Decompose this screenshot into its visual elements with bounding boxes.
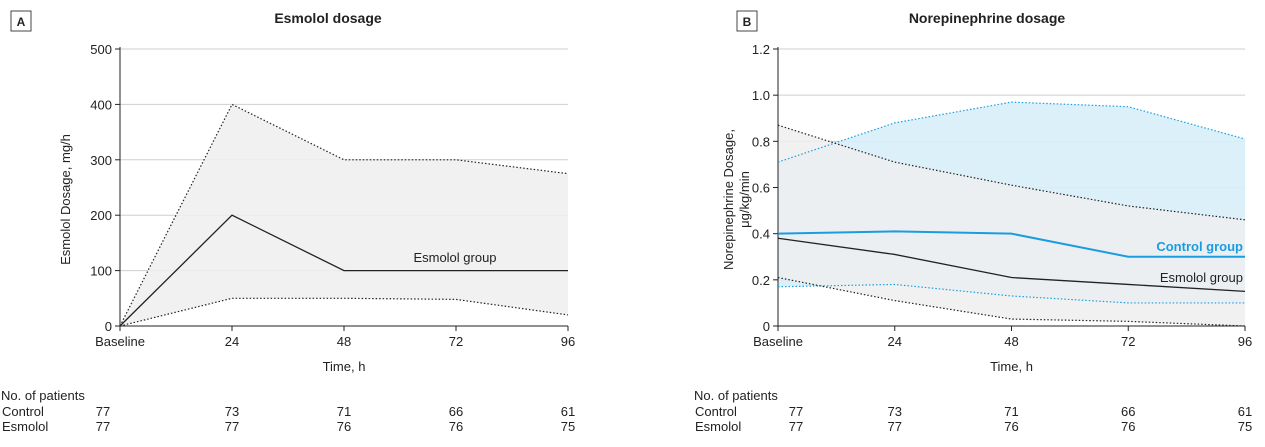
x-axis-label: Time, h [323, 359, 366, 374]
esmolol-group-upper-bound [119, 103, 569, 327]
panel-letter: A [17, 15, 26, 29]
y-tick-label: 500 [90, 42, 112, 57]
patients-count: 77 [888, 419, 902, 434]
esmolol-group-median-line [119, 214, 568, 327]
x-tick-label: Baseline [753, 334, 803, 349]
patients-count: 71 [1004, 404, 1018, 419]
y-tick-label: 0 [763, 319, 770, 334]
chart-title: Norepinephrine dosage [909, 10, 1066, 26]
panel-b: B Norepinephrine dosage 0 0.2 0.4 0.6 0.8 1.0 1.… [694, 10, 1252, 434]
patients-count: 71 [337, 404, 351, 419]
y-tick-label: 400 [90, 97, 112, 112]
patients-row-label: Control [2, 404, 44, 419]
x-tick-label: 48 [337, 334, 351, 349]
y-tick-label: 1.0 [752, 88, 770, 103]
x-tick-label: 72 [449, 334, 463, 349]
y-tick-label: 100 [90, 264, 112, 279]
esmolol-group-upper-bound [777, 124, 1246, 221]
control-group-median-line [777, 230, 1245, 258]
y-axis-label-line: Norepinephrine Dosage, [721, 129, 736, 270]
series-label: Esmolol group [1160, 270, 1243, 285]
y-tick-label: 200 [90, 208, 112, 223]
patients-count: 73 [225, 404, 239, 419]
panel-a: A Esmolol dosage 0 100 200 300 400 500 Esmolol g… [1, 10, 575, 434]
panel-letter: B [743, 15, 752, 29]
patients-row-label: Esmolol [2, 419, 48, 434]
iqr-band-esmolol-group [120, 104, 568, 327]
y-tick-label: 300 [90, 153, 112, 168]
patients-count: 77 [96, 404, 110, 419]
control-group-upper-bound [777, 101, 1246, 163]
series-label: Control group [1156, 239, 1243, 254]
patients-heading: No. of patients [694, 388, 778, 403]
x-axis-label: Time, h [990, 359, 1033, 374]
patients-count: 76 [449, 419, 463, 434]
esmolol-group-lower-bound [777, 276, 1246, 327]
x-tick-label: Baseline [95, 334, 145, 349]
x-tick-label: 24 [888, 334, 902, 349]
patients-count: 66 [1121, 404, 1135, 419]
patients-count: 75 [561, 419, 575, 434]
y-tick-label: 0.4 [752, 227, 770, 242]
patients-count: 77 [96, 419, 110, 434]
patients-row-label: Esmolol [695, 419, 741, 434]
chart-title: Esmolol dosage [274, 10, 382, 26]
patients-count: 61 [1238, 404, 1252, 419]
patients-count: 77 [789, 404, 803, 419]
y-axis-label-line: μg/kg/min [737, 171, 752, 228]
patients-count: 77 [225, 419, 239, 434]
x-tick-label: 48 [1004, 334, 1018, 349]
patients-heading: No. of patients [1, 388, 85, 403]
y-axis-label: Esmolol Dosage, mg/h [58, 134, 73, 265]
patients-count: 76 [337, 419, 351, 434]
x-tick-label: 96 [561, 334, 575, 349]
y-tick-label: 0.8 [752, 134, 770, 149]
x-tick-label: 24 [225, 334, 239, 349]
y-tick-label: 0.2 [752, 273, 770, 288]
x-tick-label: 72 [1121, 334, 1135, 349]
patients-row-label: Control [695, 404, 737, 419]
x-tick-label: 96 [1238, 334, 1252, 349]
iqr-band-esmolol-group [778, 125, 1245, 326]
patients-count: 75 [1238, 419, 1252, 434]
esmolol-group-median-line [777, 237, 1246, 293]
patients-count: 77 [789, 419, 803, 434]
y-tick-label: 1.2 [752, 42, 770, 57]
panel-letter-box [10, 10, 32, 32]
series-label: Esmolol group [413, 250, 496, 265]
patients-count: 76 [1121, 419, 1135, 434]
patients-count: 76 [1004, 419, 1018, 434]
panel-letter-box [736, 10, 758, 32]
patients-count: 73 [888, 404, 902, 419]
y-tick-label: 0.6 [752, 181, 770, 196]
control-group-lower-bound [777, 283, 1245, 304]
patients-count: 61 [561, 404, 575, 419]
y-tick-label: 0 [105, 319, 112, 334]
patients-count: 66 [449, 404, 463, 419]
